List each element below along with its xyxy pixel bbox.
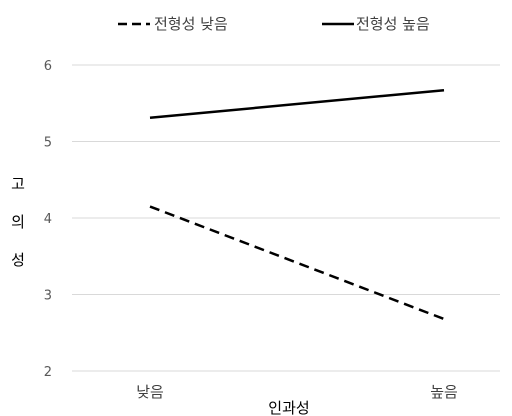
x-tick-label: 높음 — [430, 383, 458, 401]
series-lines — [149, 89, 445, 321]
y-tick-label: 4 — [44, 212, 52, 227]
legend-label-typicality-high: 전형성 높음 — [356, 15, 430, 33]
y-axis-title-char: 의 — [11, 213, 25, 231]
y-axis-title-char: 성 — [11, 251, 25, 269]
y-axis-title: 고의성 — [11, 175, 25, 269]
y-tick-label: 6 — [44, 59, 52, 74]
gridlines — [72, 64, 500, 372]
legend: 전형성 낮음 전형성 높음 — [118, 15, 430, 33]
legend-label-typicality-low: 전형성 낮음 — [154, 15, 228, 33]
x-tick-labels: 낮음 높음 — [136, 383, 458, 401]
y-tick-label: 3 — [44, 289, 52, 304]
y-tick-label: 2 — [44, 365, 52, 380]
y-tick-label: 5 — [44, 136, 52, 151]
x-axis-title: 인과성 — [268, 399, 309, 416]
y-tick-labels: 2 3 4 5 6 — [44, 59, 52, 380]
series-line-typicality-low — [149, 205, 445, 321]
y-axis-title-char: 고 — [11, 175, 25, 193]
x-tick-label: 낮음 — [136, 383, 164, 401]
series-line-typicality-high — [149, 89, 445, 120]
